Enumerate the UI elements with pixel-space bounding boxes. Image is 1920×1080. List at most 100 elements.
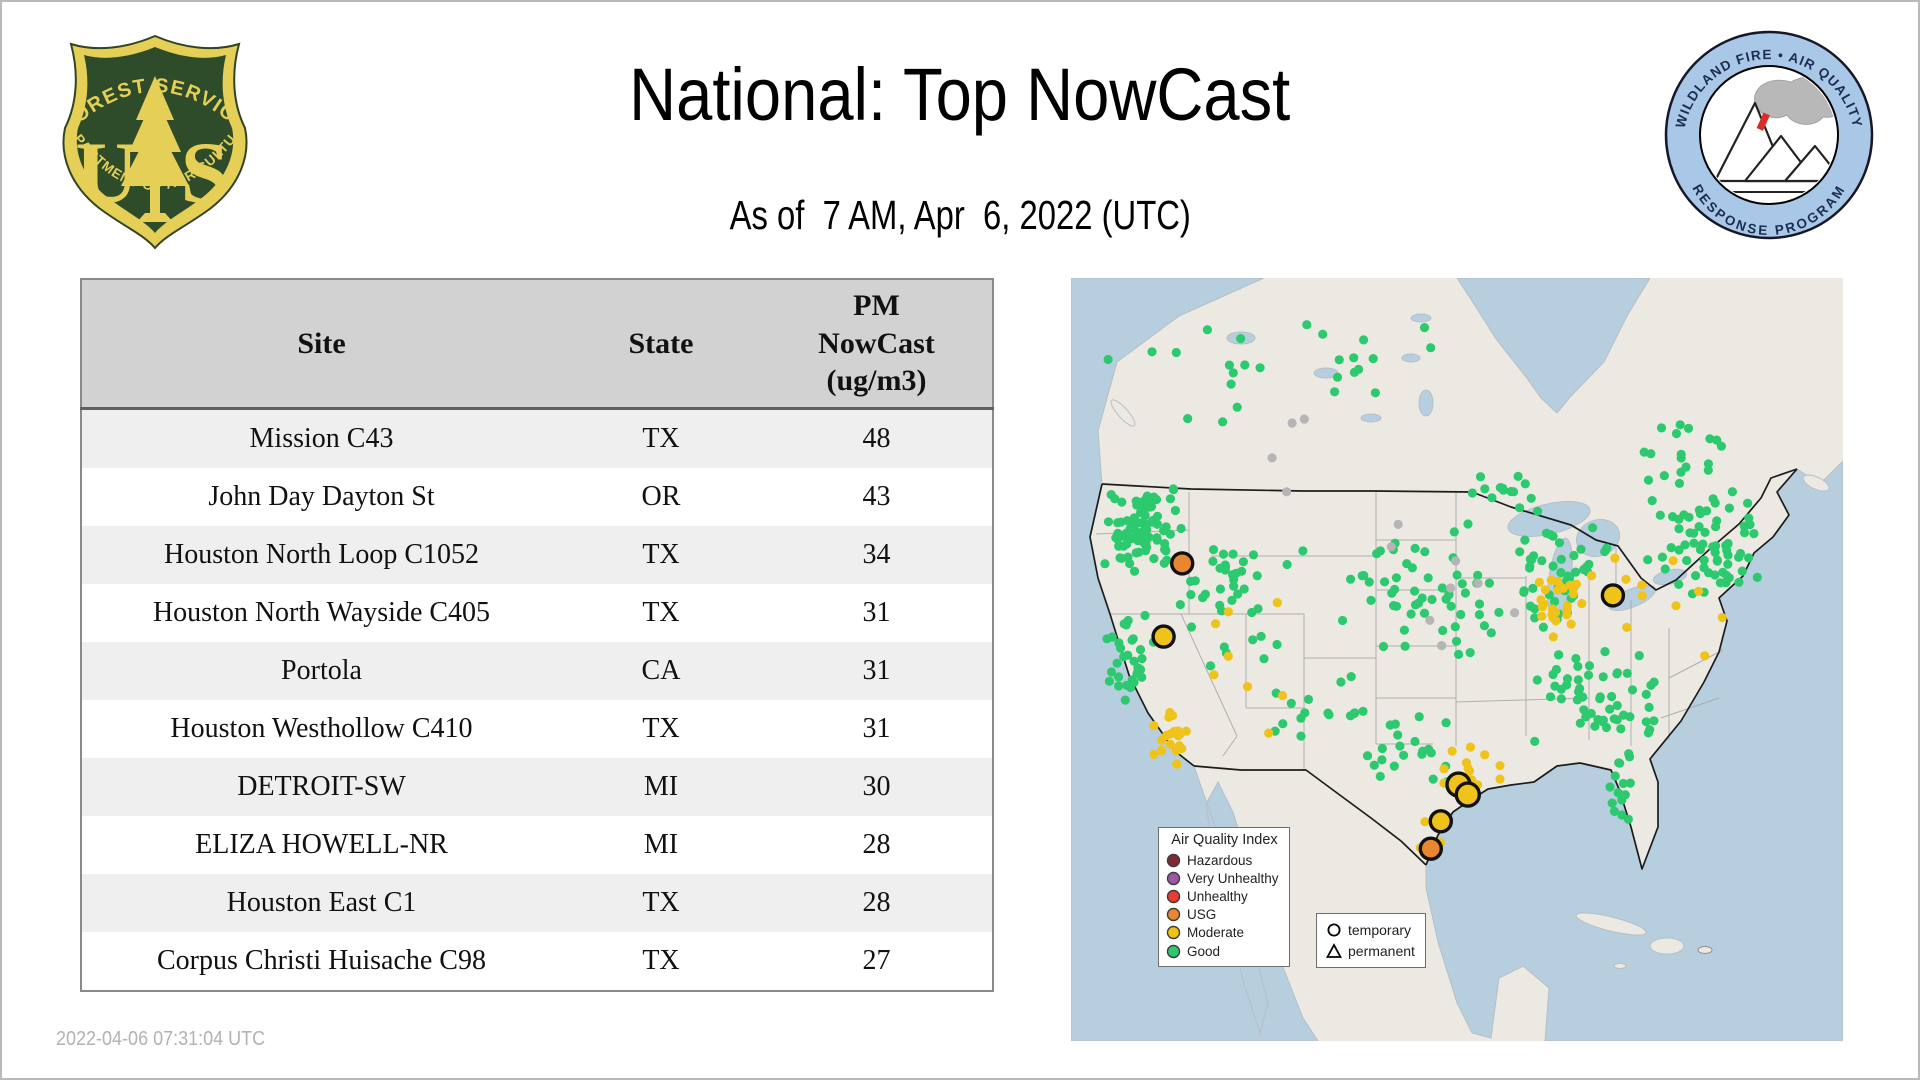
good-monitor-dot xyxy=(1689,528,1699,538)
good-monitor-dot xyxy=(1479,621,1489,631)
good-monitor-dot xyxy=(1590,721,1600,731)
good-monitor-dot xyxy=(1298,546,1308,556)
moderate-monitor-dot xyxy=(1480,750,1490,760)
state-cell: MI xyxy=(643,829,679,860)
good-monitor-dot xyxy=(1724,503,1734,513)
moderate-monitor-dot xyxy=(1668,556,1678,566)
good-monitor-dot xyxy=(1420,547,1430,557)
good-monitor-dot xyxy=(1375,771,1385,781)
good-monitor-dot xyxy=(1449,527,1459,537)
moderate-monitor-dot xyxy=(1537,611,1547,621)
good-monitor-dot xyxy=(1129,566,1140,576)
good-monitor-dot xyxy=(1533,506,1543,516)
good-monitor-dot xyxy=(1575,718,1585,728)
good-monitor-dot xyxy=(1378,641,1389,652)
good-monitor-dot xyxy=(1452,570,1462,580)
good-monitor-dot xyxy=(1710,547,1720,558)
good-monitor-dot xyxy=(1272,639,1282,650)
good-monitor-dot xyxy=(1116,643,1126,653)
value-cell: 30 xyxy=(862,771,891,802)
good-monitor-dot xyxy=(1625,778,1635,788)
good-monitor-dot xyxy=(1336,677,1346,687)
good-monitor-dot xyxy=(1474,610,1484,620)
good-monitor-dot xyxy=(1627,685,1638,695)
good-monitor-dot xyxy=(1171,347,1181,358)
good-monitor-dot xyxy=(1147,347,1157,357)
moderate-monitor-dot xyxy=(1165,729,1175,739)
good-monitor-dot xyxy=(1551,664,1561,675)
wfaqrp-logo: WILDLAND FIRE • AIR QUALITY RESPONSE PRO… xyxy=(1662,28,1876,242)
good-monitor-dot xyxy=(1550,681,1560,691)
good-monitor-dot xyxy=(1183,414,1193,424)
good-monitor-dot xyxy=(1618,778,1628,789)
good-monitor-dot xyxy=(1525,601,1535,611)
good-monitor-dot xyxy=(1165,494,1175,504)
good-monitor-dot xyxy=(1498,485,1509,495)
nodata-monitor-dot xyxy=(1287,418,1297,428)
good-monitor-dot xyxy=(1657,552,1667,562)
good-monitor-dot xyxy=(1377,743,1387,754)
good-monitor-dot xyxy=(1170,505,1180,516)
moderate-monitor-dot xyxy=(1463,763,1473,774)
good-monitor-dot xyxy=(1402,559,1412,569)
moderate-monitor-dot xyxy=(1671,601,1681,611)
good-monitor-dot xyxy=(1584,661,1595,671)
good-monitor-dot xyxy=(1112,658,1122,668)
good-monitor-dot xyxy=(1674,524,1684,534)
moderate-monitor-dot xyxy=(1272,598,1282,608)
good-monitor-dot xyxy=(1711,541,1721,551)
good-monitor-dot xyxy=(1683,423,1694,433)
good-monitor-dot xyxy=(1457,579,1467,589)
good-monitor-dot xyxy=(1588,523,1598,533)
good-monitor-dot xyxy=(1399,625,1409,635)
good-monitor-dot xyxy=(1545,692,1556,702)
moderate-monitor-dot xyxy=(1447,746,1457,756)
good-monitor-dot xyxy=(1140,495,1150,505)
moderate-monitor-dot xyxy=(1439,764,1449,774)
moderate-monitor-dot xyxy=(1420,817,1430,827)
good-monitor-dot xyxy=(1131,516,1141,527)
moderate-monitor-dot xyxy=(1465,742,1476,752)
good-monitor-dot xyxy=(1140,519,1150,529)
site-cell: Houston East C1 xyxy=(226,887,417,918)
good-monitor-dot xyxy=(1399,750,1409,760)
good-monitor-dot xyxy=(1358,706,1368,716)
nodata-monitor-dot xyxy=(1473,578,1483,588)
moderate-monitor-dot xyxy=(1577,598,1587,609)
good-monitor-dot xyxy=(1644,702,1654,712)
good-monitor-dot xyxy=(1135,645,1146,655)
moderate-monitor-dot xyxy=(1546,575,1556,585)
good-monitor-dot xyxy=(1676,453,1686,463)
good-monitor-dot xyxy=(1600,546,1610,557)
good-monitor-dot xyxy=(1737,566,1747,576)
good-monitor-dot xyxy=(1562,674,1573,684)
good-monitor-dot xyxy=(1525,563,1535,573)
site-cell: Houston North Wayside C405 xyxy=(152,597,491,628)
moderate-monitor-dot xyxy=(1156,745,1167,756)
moderate-monitor-dot xyxy=(1548,632,1558,642)
good-monitor-dot xyxy=(1410,586,1420,596)
good-monitor-dot xyxy=(1579,564,1589,575)
good-monitor-dot xyxy=(1390,584,1400,594)
good-monitor-dot xyxy=(1346,574,1356,584)
good-monitor-dot xyxy=(1680,540,1690,550)
table-row: Portola CA 31 xyxy=(81,642,993,700)
good-monitor-dot xyxy=(1125,558,1135,569)
good-monitor-dot xyxy=(1140,510,1150,521)
good-monitor-dot xyxy=(1104,676,1114,686)
good-monitor-dot xyxy=(1149,492,1159,502)
good-monitor-dot xyxy=(1623,814,1633,824)
good-monitor-dot xyxy=(1515,547,1525,557)
nodata-monitor-dot xyxy=(1299,414,1309,424)
good-monitor-dot xyxy=(1624,749,1634,759)
value-cell: 31 xyxy=(862,597,891,628)
circle-marker-icon xyxy=(1327,923,1341,936)
forest-service-logo: FOREST SERVICE U S DEPARTMENT OF AGRICUL… xyxy=(48,13,255,254)
good-monitor-dot xyxy=(1605,782,1615,792)
good-monitor-dot xyxy=(1346,672,1356,682)
good-monitor-dot xyxy=(1660,564,1670,574)
good-monitor-dot xyxy=(1579,705,1589,715)
aqi-legend-label: USG xyxy=(1187,907,1217,923)
good-monitor-dot xyxy=(1334,355,1344,365)
